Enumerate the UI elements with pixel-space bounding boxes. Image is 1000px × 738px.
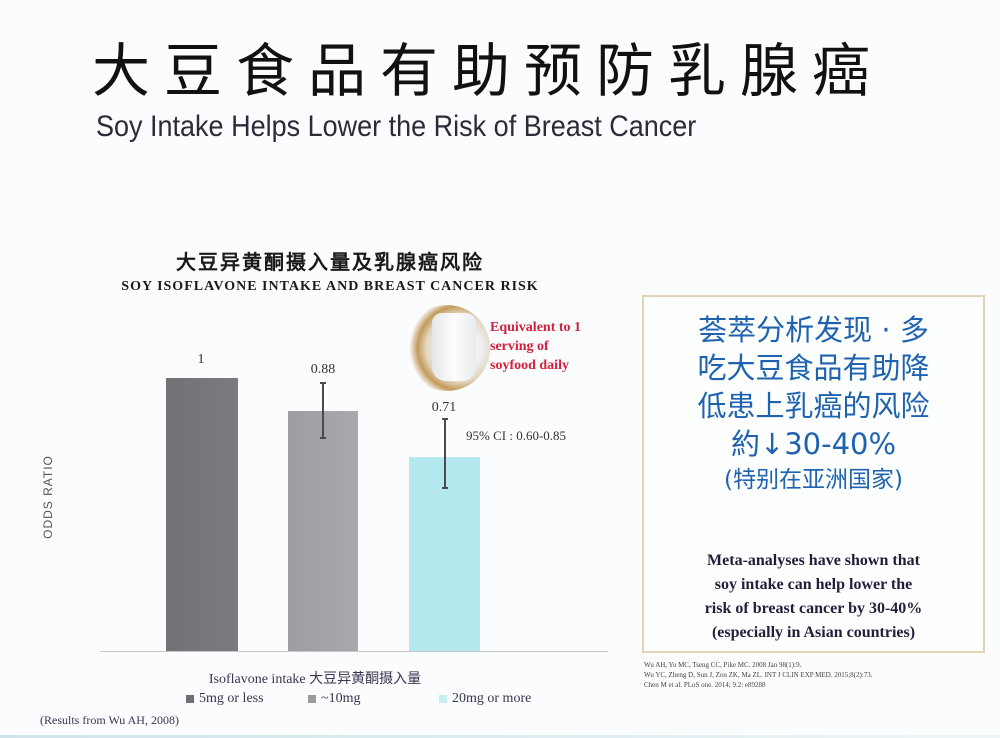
chart-title-chinese: 大豆异黄酮摄入量及乳腺癌风险 bbox=[176, 250, 484, 274]
callout-line: 荟萃分析发现 · 多 bbox=[698, 313, 929, 347]
callout-line: 約↓30-40% bbox=[730, 427, 897, 461]
bar-10mg bbox=[288, 411, 358, 651]
legend-label: ~10mg bbox=[321, 691, 361, 706]
milk-glass-icon bbox=[432, 313, 476, 381]
x-axis-label: Isoflavone intake 大豆异黄酮摄入量 bbox=[208, 672, 422, 687]
legend-item-20mg: 20mg or more bbox=[439, 691, 531, 707]
callout-line: (特别在亚洲国家) bbox=[724, 467, 903, 493]
chart-title-english: SOY ISOFLAVONE INTAKE AND BREAST CANCER … bbox=[121, 279, 539, 294]
callout-line: 低患上乳癌的风险 bbox=[697, 389, 930, 423]
bar-value-label: 0.88 bbox=[310, 362, 336, 377]
legend-item-5mg: 5mg or less bbox=[186, 691, 264, 707]
note-line: soyfood daily bbox=[490, 358, 569, 373]
error-bar bbox=[322, 383, 324, 438]
callout-line: risk of breast cancer by 30-40% bbox=[704, 600, 923, 617]
note-line: Equivalent to 1 bbox=[490, 320, 582, 335]
legend-label: 5mg or less bbox=[199, 691, 264, 706]
reference-item: Chen M et al. PLoS one. 2014; 9.2: e8928… bbox=[644, 681, 766, 689]
page-title-chinese: 大豆食品有助预防乳腺癌 bbox=[92, 37, 885, 105]
equivalent-serving-note: Equivalent to 1 serving of soyfood daily bbox=[490, 318, 581, 375]
page-title-english: Soy Intake Helps Lower the Risk of Breas… bbox=[96, 110, 697, 143]
error-bar-cap bbox=[320, 382, 326, 384]
y-axis-label: ODDS RATIO bbox=[41, 455, 55, 539]
error-bar-cap bbox=[442, 418, 448, 420]
legend-swatch bbox=[439, 694, 447, 703]
legend-label: 20mg or more bbox=[452, 691, 532, 706]
bottom-decorative-strip bbox=[0, 735, 1000, 738]
legend-item-10mg: ~10mg bbox=[308, 691, 360, 707]
reference-item: Wu YC, Zheng D, Sun J, Zou ZK, Ma ZL. IN… bbox=[644, 671, 873, 679]
x-axis-baseline bbox=[100, 651, 608, 652]
callout-line: Meta-analyses have shown that bbox=[707, 552, 920, 569]
bar-value-label: 1 bbox=[197, 352, 205, 367]
callout-line: 吃大豆食品有助降 bbox=[697, 351, 930, 385]
meta-analysis-callout-box: 荟萃分析发现 · 多 吃大豆食品有助降 低患上乳癌的风险 約↓30-40% (特… bbox=[642, 295, 985, 653]
note-line: serving of bbox=[490, 339, 549, 354]
bar-chart-plot: 1 0.88 0.71 bbox=[100, 300, 608, 651]
references-list: Wu AH, Yu MC, Tseng CC, Pike MC. 2008 Ja… bbox=[644, 660, 873, 690]
callout-line: (especially in Asian countries) bbox=[711, 624, 916, 641]
callout-line: soy intake can help lower the bbox=[714, 576, 913, 593]
source-citation: (Results from Wu AH, 2008) bbox=[40, 713, 179, 727]
bar-value-label: 0.71 bbox=[431, 400, 457, 415]
legend-swatch bbox=[186, 694, 194, 703]
error-bar-cap bbox=[320, 437, 326, 439]
callout-chinese-text: 荟萃分析发现 · 多 吃大豆食品有助降 低患上乳癌的风险 約↓30-40% (特… bbox=[644, 311, 983, 497]
bar-5mg-or-less bbox=[166, 378, 238, 651]
reference-item: Wu AH, Yu MC, Tseng CC, Pike MC. 2008 Ja… bbox=[644, 661, 802, 669]
callout-english-text: Meta-analyses have shown that soy intake… bbox=[644, 549, 983, 645]
bar-20mg-or-more bbox=[409, 457, 480, 651]
error-bar bbox=[444, 419, 446, 488]
error-bar-cap bbox=[442, 487, 448, 489]
confidence-interval-note: 95% CI : 0.60-0.85 bbox=[466, 428, 567, 443]
legend-swatch bbox=[308, 694, 316, 703]
